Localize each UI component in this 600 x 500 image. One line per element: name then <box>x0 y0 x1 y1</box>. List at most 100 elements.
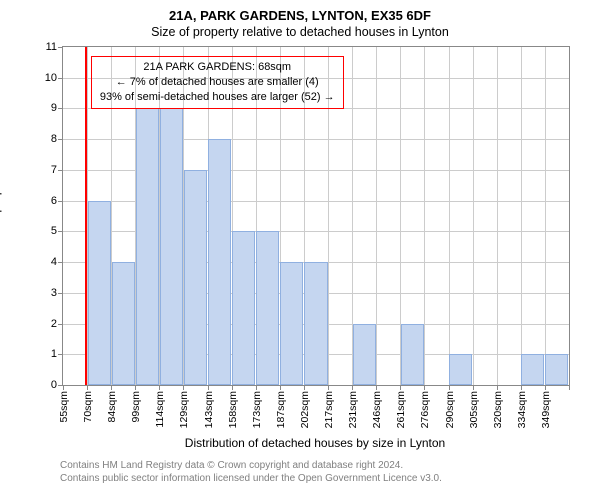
x-tick-mark <box>328 385 329 390</box>
y-tick-mark <box>58 139 63 140</box>
plot-area: 0123456789101155sqm70sqm84sqm99sqm114sqm… <box>62 46 570 386</box>
x-tick-label: 276sqm <box>419 391 431 428</box>
x-tick-mark <box>473 385 474 390</box>
x-tick-label: 290sqm <box>444 391 456 428</box>
annotation-line: 21A PARK GARDENS: 68sqm <box>100 60 335 75</box>
x-tick-mark <box>159 385 160 390</box>
annotation-line: 93% of semi-detached houses are larger (… <box>100 90 335 105</box>
x-tick-mark <box>208 385 209 390</box>
y-tick-label: 9 <box>51 102 57 114</box>
y-tick-label: 0 <box>51 379 57 391</box>
x-tick-mark <box>232 385 233 390</box>
x-tick-mark <box>63 385 64 390</box>
x-tick-mark <box>135 385 136 390</box>
annotation-line: ← 7% of detached houses are smaller (4) <box>100 75 335 90</box>
y-tick-mark <box>58 354 63 355</box>
y-tick-label: 7 <box>51 164 57 176</box>
y-tick-label: 6 <box>51 195 57 207</box>
y-tick-label: 10 <box>45 72 57 84</box>
x-tick-mark <box>111 385 112 390</box>
bar <box>401 324 424 385</box>
y-tick-mark <box>58 262 63 263</box>
y-axis-label: Number of detached properties <box>0 159 2 324</box>
y-tick-mark <box>58 201 63 202</box>
gridline-vertical <box>497 47 498 385</box>
y-tick-mark <box>58 78 63 79</box>
x-tick-label: 187sqm <box>275 391 287 428</box>
y-tick-label: 11 <box>46 41 57 53</box>
x-tick-label: 99sqm <box>130 391 142 423</box>
gridline-vertical <box>424 47 425 385</box>
bar <box>449 354 472 385</box>
bar <box>160 108 183 385</box>
x-axis-label: Distribution of detached houses by size … <box>185 436 445 450</box>
y-tick-label: 4 <box>51 256 57 268</box>
bar <box>208 139 231 385</box>
gridline-vertical <box>449 47 450 385</box>
footer-line-2: Contains public sector information licen… <box>60 473 442 484</box>
x-tick-label: 84sqm <box>106 391 118 423</box>
x-tick-label: 70sqm <box>82 391 94 423</box>
y-tick-label: 1 <box>51 348 57 360</box>
gridline-vertical <box>376 47 377 385</box>
bar <box>112 262 135 385</box>
bar <box>353 324 376 385</box>
x-tick-mark <box>521 385 522 390</box>
y-tick-label: 2 <box>51 318 57 330</box>
x-tick-label: 158sqm <box>227 391 239 428</box>
x-tick-label: 261sqm <box>395 391 407 428</box>
bar <box>256 231 279 385</box>
bar <box>136 108 159 385</box>
y-tick-label: 8 <box>51 133 57 145</box>
x-tick-mark <box>352 385 353 390</box>
y-tick-mark <box>58 231 63 232</box>
x-tick-mark <box>280 385 281 390</box>
bar <box>280 262 303 385</box>
y-tick-mark <box>58 108 63 109</box>
x-tick-mark <box>183 385 184 390</box>
bar <box>521 354 544 385</box>
x-tick-label: 129sqm <box>178 391 190 428</box>
x-tick-label: 305sqm <box>468 391 480 428</box>
chart-subtitle: Size of property relative to detached ho… <box>0 25 600 39</box>
x-tick-mark <box>87 385 88 390</box>
x-tick-label: 231sqm <box>347 391 359 428</box>
y-tick-mark <box>58 293 63 294</box>
x-tick-mark <box>376 385 377 390</box>
x-tick-label: 173sqm <box>251 391 263 428</box>
bar <box>232 231 255 385</box>
y-tick-label: 3 <box>51 287 57 299</box>
x-tick-mark <box>256 385 257 390</box>
x-tick-mark <box>569 385 570 390</box>
annotation-box: 21A PARK GARDENS: 68sqm← 7% of detached … <box>91 56 344 109</box>
x-tick-label: 55sqm <box>58 391 70 423</box>
x-tick-label: 246sqm <box>371 391 383 428</box>
x-tick-mark <box>400 385 401 390</box>
x-tick-label: 143sqm <box>203 391 215 428</box>
bar <box>88 201 111 385</box>
x-tick-label: 320sqm <box>492 391 504 428</box>
x-tick-mark <box>304 385 305 390</box>
x-tick-label: 114sqm <box>154 391 166 428</box>
y-tick-mark <box>58 170 63 171</box>
bar <box>545 354 568 385</box>
footer-attribution: Contains HM Land Registry data © Crown c… <box>60 460 442 485</box>
property-marker-line <box>85 47 87 385</box>
x-tick-mark <box>449 385 450 390</box>
chart-container: 21A, PARK GARDENS, LYNTON, EX35 6DF Size… <box>0 0 600 500</box>
x-tick-mark <box>545 385 546 390</box>
x-tick-mark <box>497 385 498 390</box>
gridline-vertical <box>521 47 522 385</box>
y-tick-mark <box>58 47 63 48</box>
x-tick-label: 334sqm <box>516 391 528 428</box>
footer-line-1: Contains HM Land Registry data © Crown c… <box>60 460 403 471</box>
x-tick-mark <box>424 385 425 390</box>
y-tick-mark <box>58 324 63 325</box>
bar <box>304 262 327 385</box>
x-tick-label: 349sqm <box>540 391 552 428</box>
y-tick-label: 5 <box>51 225 57 237</box>
gridline-vertical <box>473 47 474 385</box>
gridline-vertical <box>545 47 546 385</box>
x-tick-label: 217sqm <box>323 391 335 428</box>
chart-title: 21A, PARK GARDENS, LYNTON, EX35 6DF <box>0 8 600 23</box>
